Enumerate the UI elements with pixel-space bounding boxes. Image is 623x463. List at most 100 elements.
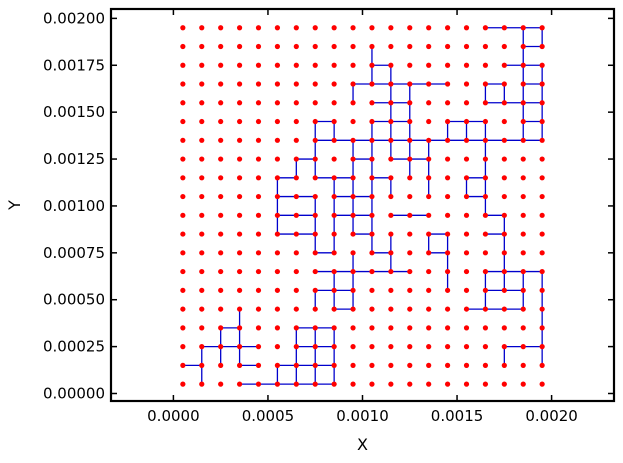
- lattice-point: [350, 231, 356, 237]
- lattice-point: [199, 137, 205, 143]
- lattice-point: [236, 231, 243, 237]
- lattice-point: [482, 62, 489, 68]
- lattice-point: [388, 381, 394, 387]
- lattice-point: [312, 381, 318, 387]
- lattice-point: [255, 81, 262, 87]
- lattice-point: [312, 137, 318, 143]
- lattice-point: [520, 43, 526, 50]
- lattice-point: [255, 362, 262, 368]
- y-axis-ticks: 0.00000 0.00025 0.00050 0.00075 0.00100 0.001…: [43, 9, 614, 402]
- lattice-point: [539, 193, 545, 200]
- lattice-point: [218, 175, 224, 181]
- lattice-point: [407, 81, 413, 87]
- lattice-point: [482, 362, 489, 368]
- lattice-point: [407, 231, 413, 237]
- lattice-point: [388, 193, 394, 200]
- x-tick-label: 0.0015: [431, 407, 484, 425]
- lattice-point: [482, 231, 489, 237]
- lattice-point: [539, 25, 545, 31]
- lattice-point: [369, 118, 375, 125]
- lattice-point: [444, 62, 451, 68]
- lattice-point: [236, 362, 243, 368]
- lattice-point: [444, 156, 451, 162]
- lattice-point: [539, 268, 545, 275]
- lattice-point: [274, 306, 281, 312]
- lattice-point: [293, 306, 299, 312]
- lattice-point: [274, 156, 281, 162]
- lattice-point: [407, 268, 413, 275]
- lattice-point: [369, 287, 375, 293]
- lattice-point: [293, 250, 299, 256]
- lattice-point: [426, 231, 432, 237]
- lattice-point: [539, 81, 545, 87]
- lattice-point: [236, 212, 243, 218]
- lattice-point: [255, 175, 262, 181]
- y-axis-label: Y: [5, 200, 24, 211]
- lattice-point: [293, 43, 299, 50]
- lattice-point: [463, 62, 470, 68]
- lattice-point: [180, 212, 186, 218]
- lattice-point: [180, 250, 186, 256]
- lattice-point: [180, 175, 186, 181]
- lattice-point: [369, 62, 375, 68]
- lattice-point: [444, 250, 451, 256]
- lattice-point: [407, 100, 413, 106]
- lattice-point: [180, 100, 186, 106]
- lattice-point: [236, 344, 243, 350]
- lattice-point: [293, 212, 299, 218]
- lattice-point: [426, 212, 432, 218]
- lattice-point: [312, 212, 318, 218]
- lattice-point: [407, 362, 413, 368]
- lattice-point: [539, 62, 545, 68]
- lattice-point: [255, 43, 262, 50]
- lattice-point: [520, 381, 526, 387]
- x-tick-label: 0.0000: [147, 407, 200, 425]
- lattice-point: [274, 212, 281, 218]
- lattice-point: [539, 362, 545, 368]
- lattice-point: [218, 118, 224, 125]
- lattice-point: [482, 100, 489, 106]
- lattice-point: [255, 231, 262, 237]
- lattice-point: [444, 118, 451, 125]
- lattice-point: [539, 43, 545, 50]
- lattice-point: [369, 137, 375, 143]
- lattice-point: [350, 118, 356, 125]
- lattice-point: [369, 81, 375, 87]
- lattice-point: [293, 193, 299, 200]
- lattice-point: [539, 381, 545, 387]
- lattice-point: [199, 212, 205, 218]
- lattice-point: [293, 325, 299, 331]
- lattice-point: [407, 212, 413, 218]
- lattice-point: [350, 62, 356, 68]
- lattice-point: [199, 175, 205, 181]
- lattice-point: [407, 43, 413, 50]
- lattice-point: [236, 137, 243, 143]
- lattice-point: [218, 362, 224, 368]
- lattice-point: [407, 306, 413, 312]
- lattice-point: [274, 137, 281, 143]
- lattice-point: [199, 193, 205, 200]
- lattice-point: [388, 137, 394, 143]
- lattice-point: [218, 100, 224, 106]
- lattice-point: [426, 250, 432, 256]
- lattice-point: [369, 212, 375, 218]
- lattice-point: [426, 193, 432, 200]
- lattice-point: [218, 43, 224, 50]
- lattice-point: [274, 100, 281, 106]
- lattice-point: [520, 193, 526, 200]
- lattice-point: [312, 156, 318, 162]
- lattice-point: [501, 325, 507, 331]
- lattice-point: [218, 306, 224, 312]
- lattice-point: [180, 137, 186, 143]
- lattice-point: [463, 306, 470, 312]
- lattice-point: [426, 175, 432, 181]
- lattice-point: [236, 175, 243, 181]
- lattice-point: [407, 381, 413, 387]
- lattice-point: [444, 43, 451, 50]
- lattice-point: [312, 62, 318, 68]
- lattice-point: [501, 381, 507, 387]
- lattice-point: [255, 325, 262, 331]
- lattice-point: [293, 362, 299, 368]
- lattice-point: [482, 344, 489, 350]
- lattice-point: [199, 325, 205, 331]
